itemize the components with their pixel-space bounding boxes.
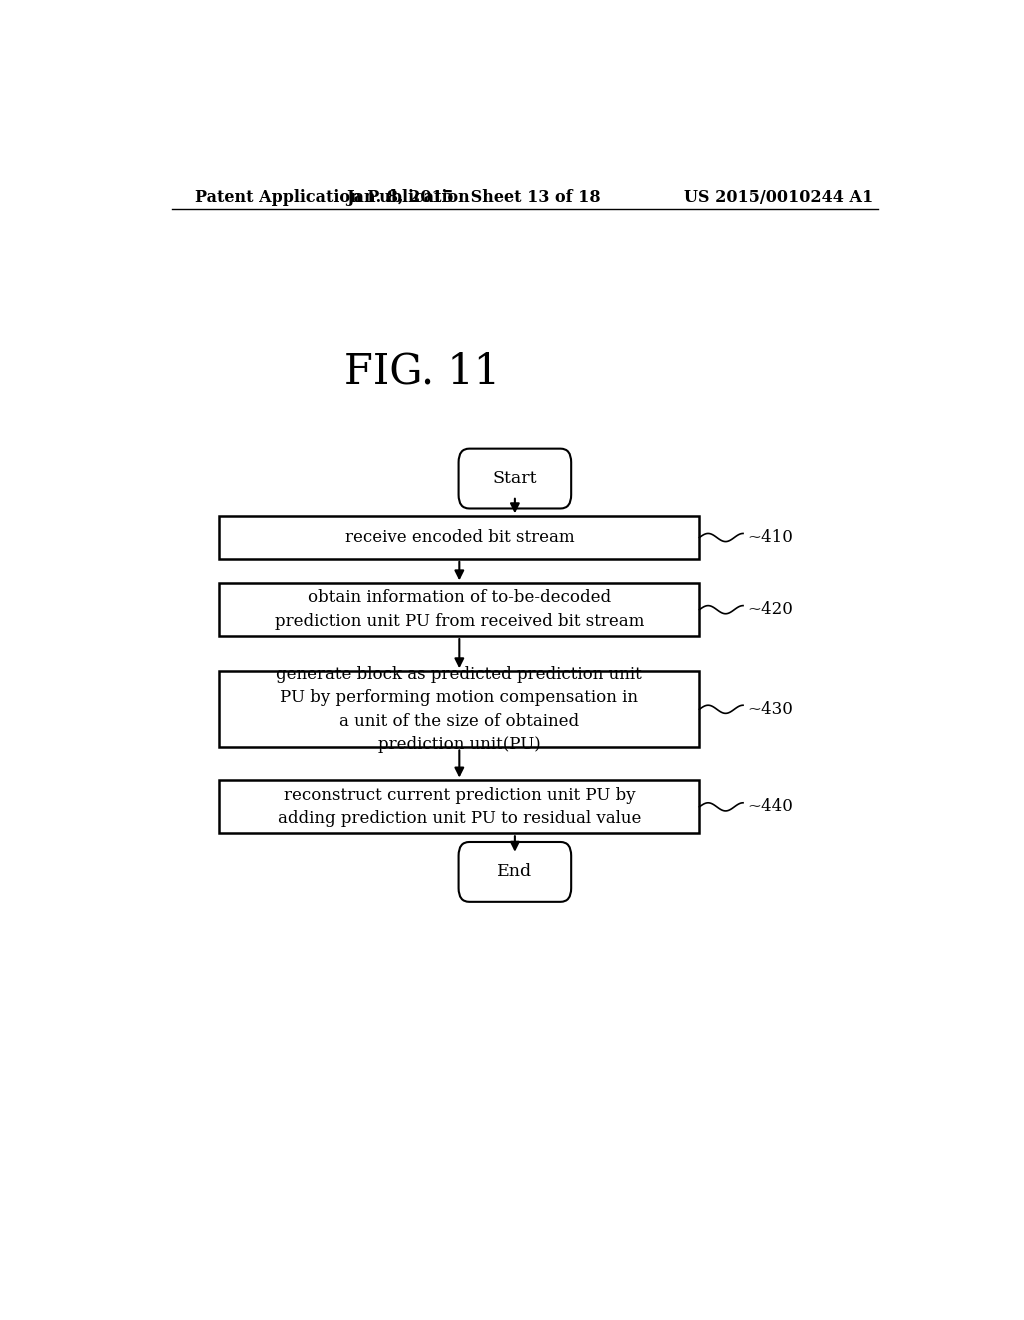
Text: ~410: ~410 — [748, 529, 793, 546]
Bar — [219, 516, 699, 558]
Text: obtain information of to-be-decoded
prediction unit PU from received bit stream: obtain information of to-be-decoded pred… — [274, 590, 644, 630]
Bar — [219, 780, 699, 833]
Text: ~440: ~440 — [748, 799, 793, 816]
Text: ~420: ~420 — [748, 601, 793, 618]
Text: generate block as predicted prediction unit
PU by performing motion compensation: generate block as predicted prediction u… — [276, 665, 642, 752]
Text: Jan. 8, 2015   Sheet 13 of 18: Jan. 8, 2015 Sheet 13 of 18 — [346, 189, 600, 206]
FancyBboxPatch shape — [459, 842, 571, 902]
Text: Patent Application Publication: Patent Application Publication — [196, 189, 470, 206]
Bar — [219, 583, 699, 636]
Text: US 2015/0010244 A1: US 2015/0010244 A1 — [684, 189, 873, 206]
FancyBboxPatch shape — [459, 449, 571, 508]
Text: FIG. 11: FIG. 11 — [344, 351, 500, 393]
Text: End: End — [498, 863, 532, 880]
Text: Start: Start — [493, 470, 538, 487]
Text: reconstruct current prediction unit PU by
adding prediction unit PU to residual : reconstruct current prediction unit PU b… — [278, 787, 641, 828]
Text: receive encoded bit stream: receive encoded bit stream — [344, 529, 574, 546]
Text: ~430: ~430 — [748, 701, 793, 718]
Bar — [219, 671, 699, 747]
